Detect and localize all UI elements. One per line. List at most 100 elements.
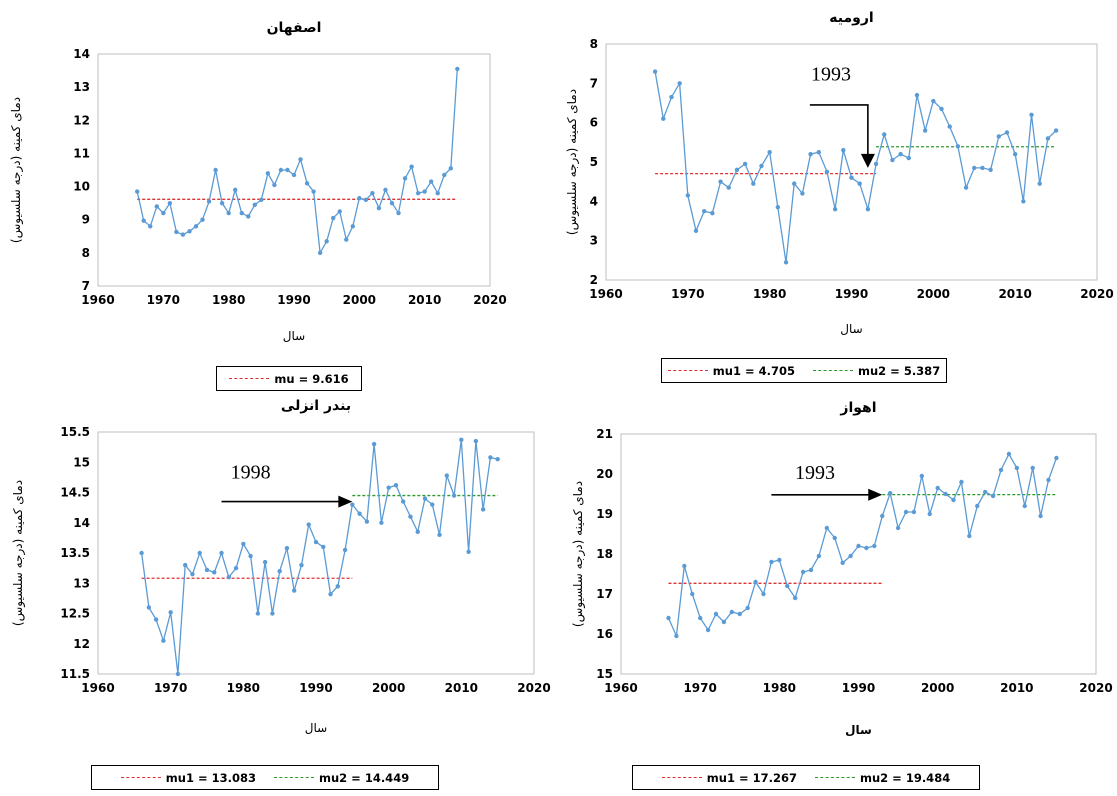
chart1-point-11 [742, 161, 748, 167]
chart0-point-38 [383, 187, 388, 193]
legend-label-mu1: mu1 = 17.267 [706, 770, 797, 785]
chart1-point-32 [914, 92, 920, 98]
legend-label-mu2: mu2 = 5.387 [858, 363, 941, 378]
legend-swatch-mu1 [229, 378, 270, 379]
chart2-xtick-3: 1990 [299, 681, 332, 695]
chart1-title: ارومیه [829, 10, 873, 26]
chart3-xtick-4: 2000 [921, 681, 954, 695]
chart3-ytick-1: 16 [596, 627, 613, 641]
chart3-point-31 [911, 509, 917, 515]
legend-label-mu2: mu2 = 19.484 [860, 770, 951, 785]
legend-bandar-anzali: mu1 = 13.083 mu2 = 14.449 [91, 765, 439, 790]
chart1-ytick-5: 7 [590, 76, 598, 90]
chart1-point-36 [947, 124, 952, 129]
chart1-xtick-2: 1980 [753, 287, 786, 301]
chart0-ytick-7: 14 [73, 47, 90, 61]
chart2-point-46 [473, 438, 479, 444]
chart1-point-35 [939, 106, 944, 112]
chart1-plot-frame [605, 43, 1098, 281]
chart2-xtick-0: 1960 [81, 681, 114, 695]
chart0-point-19 [259, 197, 264, 203]
chart-panel-ahvaz: اهواز 15 16 17 18 19 20 21 1960 1970 1980 1990 2000 2… [560, 398, 1117, 796]
chart0-xlabel: سال [283, 329, 305, 343]
legend-urmia: mu1 = 4.705 mu2 = 5.387 [661, 358, 947, 383]
chart3-point-8 [729, 609, 735, 615]
chart0-point-40 [396, 210, 401, 216]
chart3-point-18 [808, 567, 814, 573]
chart3-title: اهواز [839, 400, 876, 416]
chart1-point-37 [955, 144, 961, 149]
chart3-point-33 [927, 511, 932, 517]
chart2-point-1 [146, 605, 152, 610]
chart3-point-3 [690, 591, 695, 597]
chart1-point-34 [931, 98, 936, 104]
chart3-point-16 [792, 595, 798, 601]
chart3-point-20 [824, 525, 830, 531]
legend-isfahan: mu = 9.616 [216, 366, 362, 391]
chart2-ytick-8: 15.5 [60, 425, 90, 439]
chart0-ylabel: دمای کمینه (درجه سلسیوس) [9, 97, 24, 243]
chart2-xlabel: سال [305, 721, 327, 735]
chart2-point-12 [226, 575, 231, 580]
legend-swatch-mu1 [661, 777, 702, 778]
chart1-point-19 [808, 151, 813, 157]
chart2-point-6 [183, 562, 188, 568]
chart3-point-13 [769, 559, 774, 565]
chart-panel-urmia: ارومیه 2 3 4 5 6 7 8 1960 1970 1980 1990 2000 2010 202… [560, 0, 1117, 398]
chart3-ytick-4: 19 [596, 507, 613, 521]
chart2-annotation-label: 1998 [231, 461, 271, 483]
chart1-ylabel: دمای کمینه (درجه سلسیوس) [565, 89, 580, 235]
legend-item-mu2: mu2 = 5.387 [813, 364, 940, 378]
chart0-point-36 [370, 191, 375, 196]
chart1-point-49 [1053, 128, 1059, 133]
chart0-point-49 [455, 66, 460, 72]
chart2-point-13 [233, 565, 239, 571]
chart2-point-48 [488, 455, 493, 460]
chart0-point-5 [167, 200, 173, 206]
chart3-point-2 [682, 563, 687, 569]
chart1-point-29 [890, 157, 895, 163]
chart2-point-15 [248, 553, 253, 559]
chart3-point-46 [1030, 465, 1035, 471]
chart2-point-35 [393, 483, 399, 488]
chart3-point-36 [951, 497, 956, 503]
chart2-point-25 [321, 544, 326, 550]
chart3-point-17 [800, 569, 806, 575]
chart3-point-11 [753, 579, 758, 585]
chart3-point-42 [998, 467, 1004, 473]
chart2-point-9 [204, 567, 210, 573]
chart-svg-bandar-anzali: بندر انزلی 11.5 12 12.5 13 13.5 14 14.5 15 15.5 19… [11, 398, 551, 735]
chart2-point-29 [350, 502, 355, 507]
chart0-point-23 [285, 167, 290, 173]
chart0-ytick-5: 12 [73, 113, 90, 127]
chart3-ytick-3: 18 [596, 547, 613, 561]
chart0-series-line [136, 68, 458, 255]
chart1-point-4 [685, 193, 691, 198]
chart2-point-21 [292, 588, 297, 593]
chart3-point-49 [1054, 455, 1059, 461]
chart0-point-18 [252, 202, 257, 207]
chart1-series-line [654, 71, 1057, 263]
chart1-ytick-2: 4 [590, 194, 598, 208]
chart0-point-11 [206, 199, 212, 204]
legend-swatch-mu2 [813, 370, 853, 371]
chart3-point-19 [816, 553, 822, 559]
chart2-point-32 [371, 441, 377, 447]
chart3-point-10 [745, 605, 750, 611]
chart0-plot-frame [97, 53, 491, 287]
chart1-point-8 [718, 179, 723, 184]
chart2-xtick-6: 2020 [517, 681, 550, 695]
chart0-point-24 [291, 172, 297, 178]
chart2-point-30 [357, 511, 362, 516]
chart2-point-0 [139, 550, 144, 556]
chart1-annotation-label: 1993 [811, 64, 851, 86]
chart1-ytick-6: 8 [590, 37, 598, 51]
chart1-point-3 [677, 81, 682, 86]
chart0-xtick-5: 2010 [408, 293, 441, 307]
chart3-xtick-0: 1960 [604, 681, 637, 695]
legend-label-mu1: mu1 = 4.705 [712, 363, 795, 378]
chart0-point-25 [298, 157, 303, 162]
chart1-xtick-0: 1960 [589, 287, 622, 301]
chart0-point-17 [246, 214, 251, 219]
chart3-ylabel: دمای کمینه (درجه سلسیوس) [571, 481, 586, 627]
